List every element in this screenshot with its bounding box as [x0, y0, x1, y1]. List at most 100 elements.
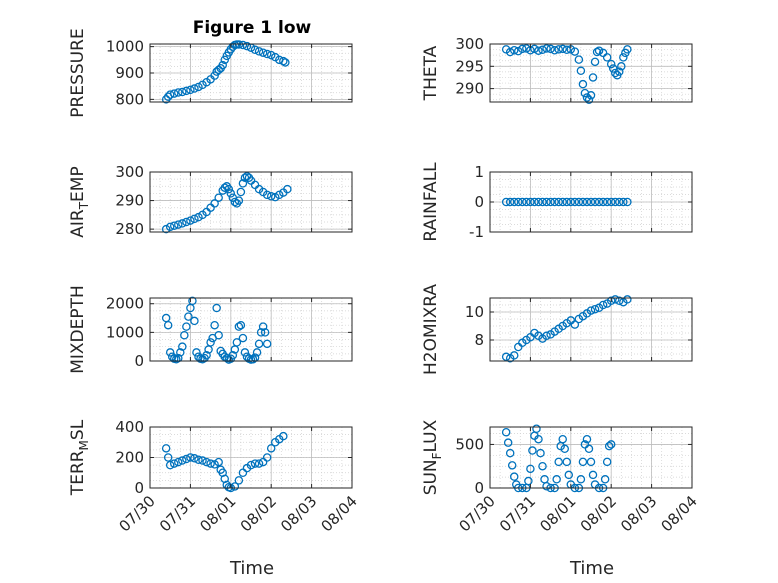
data-point	[169, 221, 179, 230]
subplot-pressure: 800 900 1000 PRESSURE	[68, 28, 353, 118]
data-point	[212, 303, 221, 313]
data-point	[246, 460, 256, 470]
data-point	[283, 184, 292, 194]
data-point	[186, 85, 195, 95]
data-point	[501, 427, 511, 437]
data-point	[594, 46, 604, 55]
data-point	[218, 60, 227, 70]
data-point	[190, 214, 199, 224]
data-point	[615, 67, 624, 76]
data-point	[578, 79, 588, 89]
y-tick-label: 295	[455, 57, 484, 75]
data-point	[542, 331, 551, 341]
data-point	[615, 296, 624, 306]
data-point	[234, 40, 244, 49]
x-tick-label: 08/01	[536, 492, 579, 535]
data-point	[538, 45, 547, 55]
data-point	[566, 197, 576, 207]
y-axis-label: MIXDEPTH	[68, 285, 88, 374]
data-point	[619, 53, 628, 62]
data-point	[509, 45, 519, 55]
data-point	[550, 45, 559, 55]
data-point	[558, 434, 567, 444]
data-point	[554, 45, 563, 54]
data-point	[174, 353, 183, 363]
data-point	[250, 459, 260, 468]
data-point	[226, 189, 236, 198]
data-point	[586, 306, 596, 315]
data-point	[180, 330, 189, 340]
y-tick-label: 0	[134, 479, 144, 497]
data-point	[248, 355, 258, 364]
data-point	[182, 217, 191, 227]
data-point	[586, 457, 596, 467]
data-point	[250, 180, 260, 190]
data-point	[238, 333, 248, 343]
data-point	[186, 216, 195, 225]
data-point	[586, 197, 596, 207]
data-point	[190, 316, 199, 326]
data-point	[554, 457, 563, 467]
data-point	[238, 179, 248, 188]
data-point	[505, 448, 515, 458]
data-point	[518, 197, 527, 207]
data-point	[538, 197, 547, 207]
data-point	[552, 475, 561, 484]
data-point	[169, 89, 179, 98]
data-point	[242, 41, 252, 51]
data-point	[182, 86, 191, 96]
data-point	[514, 197, 523, 207]
data-point	[220, 183, 229, 192]
x-axis-label-left: Time	[229, 558, 274, 579]
y-tick-label: 500	[455, 435, 484, 453]
y-tick-label: 1000	[106, 38, 144, 56]
data-point	[600, 475, 610, 484]
data-point	[602, 53, 612, 62]
data-point	[210, 71, 219, 80]
x-tick-label: 07/31	[496, 492, 539, 535]
data-point	[165, 90, 175, 99]
y-tick-label: 290	[115, 192, 144, 210]
data-point	[554, 197, 563, 207]
data-point	[188, 296, 197, 306]
data-point	[509, 472, 519, 481]
data-point	[192, 348, 201, 357]
y-axis-label: TERRMSL	[68, 419, 91, 496]
data-point	[562, 45, 572, 55]
data-point	[586, 91, 596, 100]
axes-box	[489, 43, 693, 103]
data-point	[530, 44, 539, 54]
data-point	[578, 457, 588, 467]
data-point	[234, 476, 244, 485]
data-point	[570, 320, 580, 329]
x-tick-label: 07/30	[456, 492, 499, 535]
data-point	[220, 55, 229, 65]
data-point	[234, 196, 244, 205]
data-point	[210, 320, 219, 330]
data-point	[606, 440, 616, 449]
data-point	[165, 460, 175, 470]
data-point	[584, 95, 594, 105]
subplot-h2omixra: 8 10 H2OMIXRA	[421, 284, 693, 375]
y-axis-label: AIRTEMP	[68, 166, 91, 237]
data-point	[224, 184, 234, 194]
x-tick-label: 08/02	[577, 492, 620, 535]
data-point	[522, 197, 531, 207]
data-point	[623, 295, 632, 304]
data-point	[560, 444, 569, 454]
y-axis-label: RAINFALL	[421, 162, 441, 242]
data-point	[584, 444, 594, 454]
y-tick-label: 10	[465, 303, 484, 321]
data-point	[165, 348, 175, 357]
data-point	[236, 187, 246, 197]
data-point	[534, 197, 543, 207]
y-tick-label: 800	[115, 90, 144, 108]
data-point	[230, 197, 240, 207]
data-point	[178, 342, 187, 351]
data-point	[501, 197, 511, 207]
data-point	[524, 476, 533, 486]
data-point	[558, 44, 567, 54]
data-point	[190, 84, 199, 93]
